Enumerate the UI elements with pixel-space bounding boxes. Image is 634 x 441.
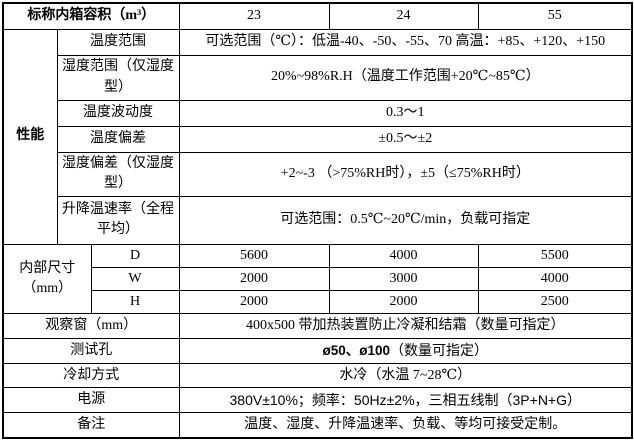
performance-group-label: 性能: [2, 28, 58, 245]
test-hole-note: （数量可指定）: [390, 343, 489, 359]
header-row: 标称内箱容积（m³） 23 24 55: [2, 2, 633, 30]
dim-label-d: D: [90, 243, 180, 268]
perf-value-temp-fluctuation: 0.3～1: [178, 99, 633, 127]
dimensions-group-label: 内部尺寸（mm）: [2, 243, 92, 315]
dim-d-value-1: 5600: [178, 243, 330, 268]
viewing-window-value: 400x500 带加热装置防止冷凝和结霜（数量可指定）: [178, 313, 633, 340]
dim-row-w: W 2000 3000 4000: [3, 266, 633, 292]
perf-value-ramp-rate: 可选范围：0.5℃~20℃/min，负载可指定: [178, 195, 633, 245]
cooling-method-label: 冷却方式: [2, 363, 180, 389]
capacity-value-2: 24: [328, 2, 479, 30]
dim-label-h: H: [90, 290, 180, 315]
dim-w-value-1: 2000: [178, 266, 330, 292]
row-power-supply: 电源 380V±10%；频率：50Hz±2%，三相五线制（3P+N+G）: [2, 387, 633, 414]
perf-label-temp-deviation: 温度偏差: [56, 125, 180, 153]
header-capacity-label: 标称内箱容积（m³）: [2, 2, 180, 30]
remarks-label: 备注: [2, 412, 180, 439]
perf-label-humidity-deviation: 湿度偏差（仅湿度型）: [56, 151, 180, 197]
test-hole-label: 测试孔: [2, 338, 180, 365]
capacity-value-3: 55: [477, 2, 633, 30]
row-viewing-window: 观察窗（mm） 400x500 带加热装置防止冷凝和结霜（数量可指定）: [2, 313, 633, 340]
perf-row-ramp-rate: 升降温速率（全程平均） 可选范围：0.5℃~20℃/min，负载可指定: [3, 195, 633, 245]
dim-h-value-2: 2000: [328, 290, 479, 315]
perf-value-humidity-range: 20%~98%R.H（温度工作范围+20℃~85℃）: [178, 54, 633, 101]
cooling-method-value: 水冷（水温 7~28℃）: [178, 363, 633, 389]
perf-value-temp-range: 可选范围（℃）：低温-40、-50、-55、70 高温：+85、+120、+15…: [178, 28, 633, 56]
perf-label-temp-range: 温度范围: [56, 28, 180, 56]
perf-row-humidity-deviation: 湿度偏差（仅湿度型） +2~-3 （>75%RH时），±5（≤75%RH时）: [3, 151, 633, 197]
dim-w-value-2: 3000: [328, 266, 479, 292]
perf-value-temp-deviation: ±0.5～±2: [178, 125, 633, 153]
perf-row-humidity-range: 湿度范围（仅湿度型） 20%~98%R.H（温度工作范围+20℃~85℃）: [3, 54, 633, 101]
power-supply-value: 380V±10%；频率：50Hz±2%，三相五线制（3P+N+G）: [178, 387, 633, 414]
row-cooling-method: 冷却方式 水冷（水温 7~28℃）: [2, 363, 633, 389]
dim-w-value-3: 4000: [477, 266, 633, 292]
perf-label-temp-fluctuation: 温度波动度: [56, 99, 180, 127]
dim-label-w: W: [90, 266, 180, 292]
perf-row-temp-fluctuation: 温度波动度 0.3～1: [3, 99, 633, 127]
perf-row-temp-range: 性能 温度范围 可选范围（℃）：低温-40、-50、-55、70 高温：+85、…: [2, 28, 633, 245]
dim-row-d: 内部尺寸（mm） D 5600 4000 5500: [2, 243, 633, 315]
perf-label-humidity-range: 湿度范围（仅湿度型）: [56, 54, 180, 101]
test-hole-value: ø50、ø100（数量可指定）: [178, 338, 633, 365]
dim-row-h: H 2000 2000 2500: [3, 290, 633, 315]
dim-d-value-3: 5500: [477, 243, 633, 268]
perf-value-humidity-deviation: +2~-3 （>75%RH时），±5（≤75%RH时）: [178, 151, 633, 197]
viewing-window-label: 观察窗（mm）: [2, 313, 180, 340]
perf-row-temp-deviation: 温度偏差 ±0.5～±2: [3, 125, 633, 153]
row-remarks: 备注 温度、湿度、升降温速率、负载、等均可接受定制。: [2, 412, 633, 439]
capacity-value-1: 23: [178, 2, 330, 30]
power-supply-label: 电源: [2, 387, 180, 414]
dim-h-value-1: 2000: [178, 290, 330, 315]
remarks-value: 温度、湿度、升降温速率、负载、等均可接受定制。: [178, 412, 633, 439]
row-test-hole: 测试孔 ø50、ø100（数量可指定）: [2, 338, 633, 365]
perf-label-ramp-rate: 升降温速率（全程平均）: [56, 195, 180, 245]
test-hole-sizes: ø50、ø100: [322, 342, 391, 358]
dim-d-value-2: 4000: [328, 243, 479, 268]
dim-h-value-3: 2500: [477, 290, 633, 315]
